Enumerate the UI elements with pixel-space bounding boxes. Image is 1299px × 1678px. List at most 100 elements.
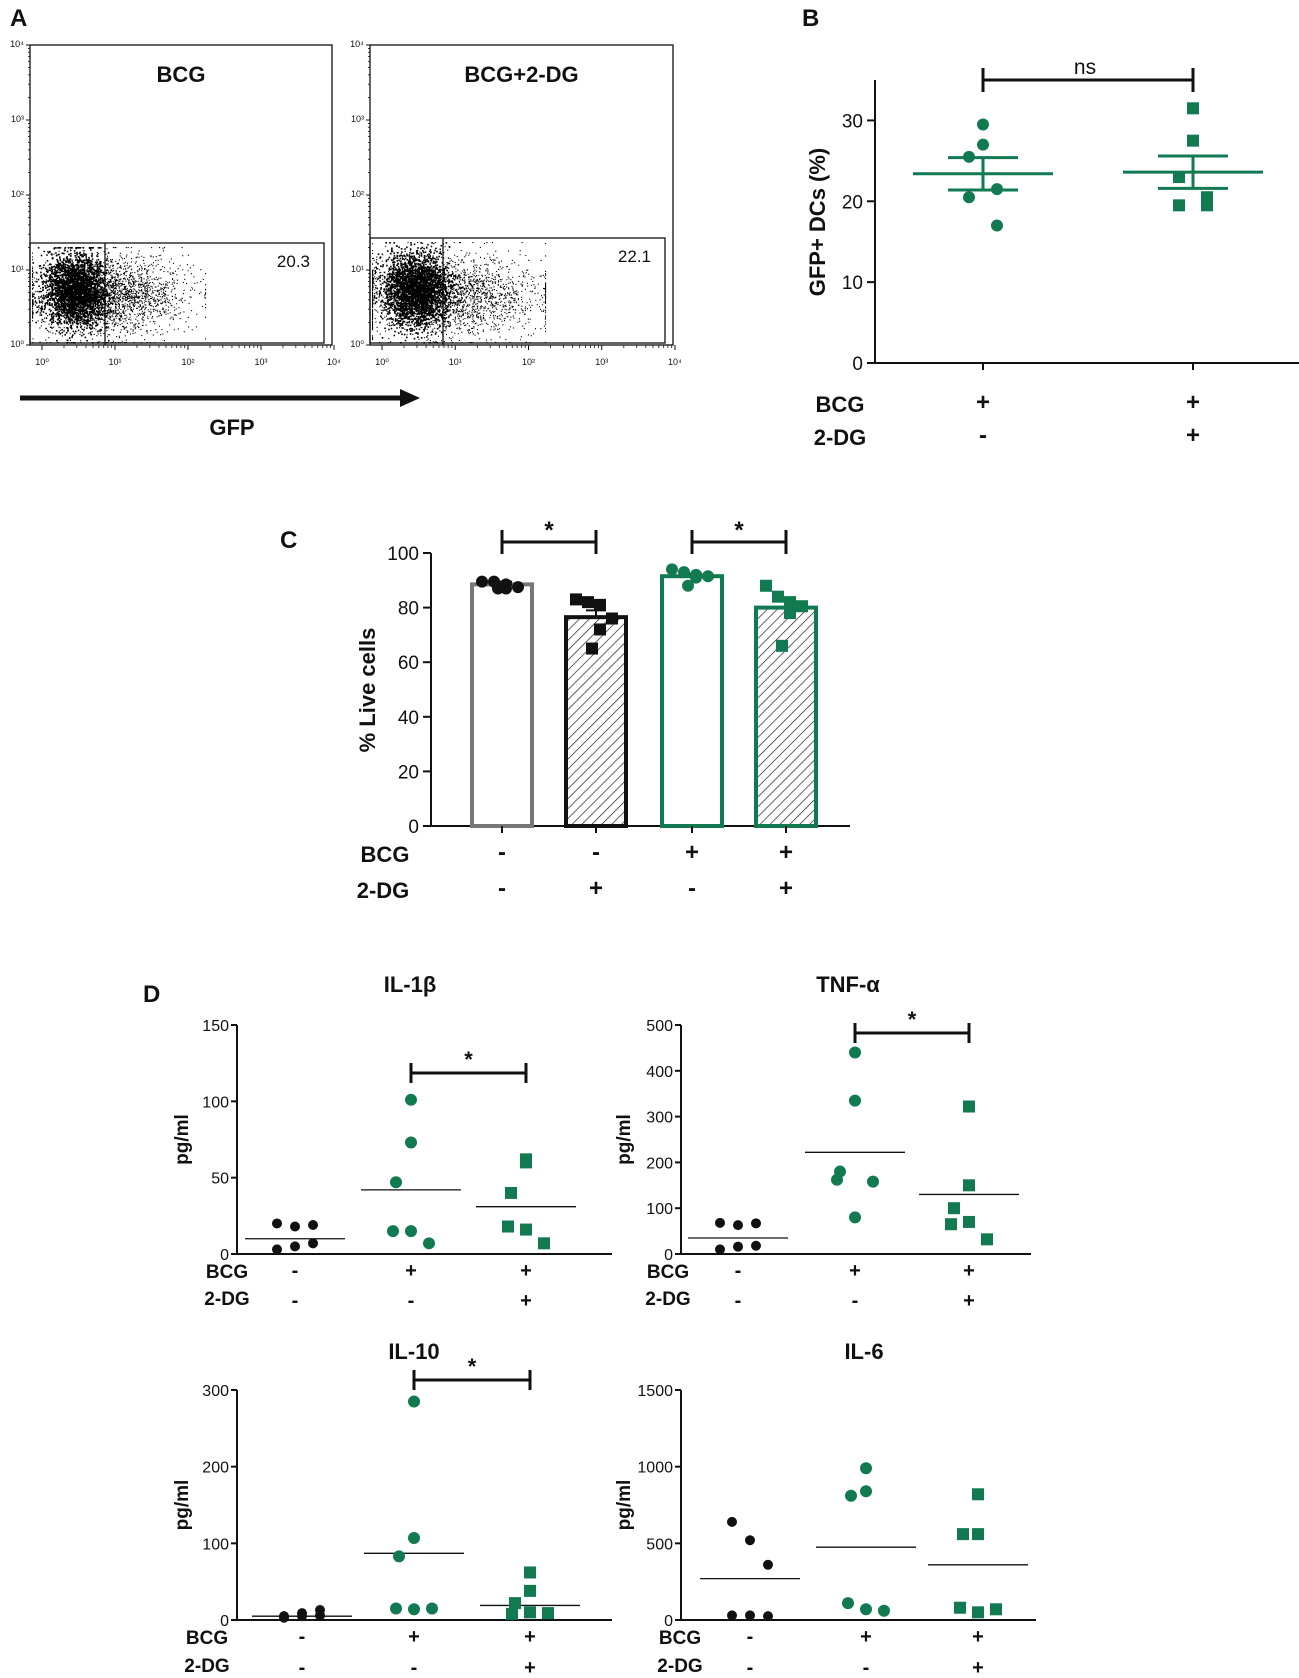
data-point xyxy=(784,607,796,620)
panel-label-c: C xyxy=(280,527,297,554)
dg-sign: - xyxy=(411,1657,418,1678)
bcg-sign: - xyxy=(498,839,506,866)
data-point xyxy=(972,1528,984,1541)
data-point xyxy=(772,590,784,603)
y-tick-label: 100 xyxy=(202,1536,229,1553)
data-point xyxy=(745,1535,755,1546)
sig-label: * xyxy=(544,517,554,544)
data-point xyxy=(760,579,772,592)
flow-y-tick-label: 10¹ xyxy=(351,264,364,274)
data-point xyxy=(290,1221,300,1232)
data-point xyxy=(520,1153,532,1166)
row-label-dg: 2-DG xyxy=(657,1656,702,1677)
data-point xyxy=(763,1559,773,1570)
cytokine-title: IL-1β xyxy=(384,972,437,997)
cytokine-title: TNF-α xyxy=(816,972,880,997)
dg-sign: - xyxy=(979,422,987,449)
bcg-sign: + xyxy=(972,1626,984,1648)
bcg-sign: + xyxy=(408,1626,420,1648)
data-point xyxy=(520,1223,532,1236)
data-point xyxy=(849,1046,861,1059)
y-tick-label: 100 xyxy=(202,1094,229,1111)
flow-dots xyxy=(31,247,207,344)
dg-sign: + xyxy=(972,1657,984,1678)
data-point xyxy=(963,1100,975,1113)
data-point xyxy=(315,1605,325,1616)
y-tick-label: 1500 xyxy=(637,1383,673,1400)
data-point xyxy=(405,1136,417,1149)
data-point xyxy=(570,593,582,606)
data-point xyxy=(512,581,524,594)
bar xyxy=(470,582,534,829)
data-point xyxy=(390,1176,402,1189)
data-point xyxy=(972,1606,984,1619)
bcg-sign: + xyxy=(976,389,990,416)
dg-sign: + xyxy=(1186,422,1200,449)
gfp-axis-label: GFP xyxy=(209,415,254,440)
y-tick-label: 1000 xyxy=(637,1460,673,1477)
dg-sign: - xyxy=(863,1657,870,1678)
data-point xyxy=(538,1237,550,1250)
bcg-sign: - xyxy=(592,839,600,866)
data-point xyxy=(606,612,618,625)
flow-x-tick-label: 10⁴ xyxy=(327,357,341,367)
y-tick-label: 50 xyxy=(211,1171,229,1188)
dg-sign: - xyxy=(852,1290,859,1312)
flow-dot-cloud xyxy=(372,242,547,344)
flow-y-tick-label: 10¹ xyxy=(11,264,24,274)
y-tick-label: 10 xyxy=(842,273,863,294)
y-tick-label: 200 xyxy=(646,1155,673,1172)
y-tick-label: 40 xyxy=(398,708,419,729)
y-tick-label: 300 xyxy=(202,1383,229,1400)
data-point xyxy=(990,1603,1002,1616)
data-point xyxy=(476,575,488,588)
bcg-sign: + xyxy=(963,1260,975,1282)
flow-plot-title: BCG xyxy=(157,62,206,87)
data-point xyxy=(1187,102,1199,115)
data-point xyxy=(405,1093,417,1106)
data-point xyxy=(408,1395,420,1408)
data-point xyxy=(1173,199,1185,212)
dg-sign: + xyxy=(589,875,603,902)
data-point xyxy=(991,219,1003,232)
row-label-dg: 2-DG xyxy=(357,878,410,903)
y-tick-label: 150 xyxy=(202,1018,229,1035)
flow-y-tick-label: 10³ xyxy=(351,114,364,124)
flow-x-tick-label: 10² xyxy=(181,357,194,367)
panel-label-b: B xyxy=(802,5,819,32)
data-point xyxy=(842,1597,854,1610)
row-label-bcg: BCG xyxy=(186,1628,228,1649)
data-point xyxy=(387,1225,399,1238)
bar xyxy=(660,574,724,829)
data-point xyxy=(272,1244,282,1255)
sig-label: ns xyxy=(1074,56,1096,79)
dg-sign: + xyxy=(524,1657,536,1678)
data-point xyxy=(954,1601,966,1614)
dg-sign: - xyxy=(292,1290,299,1312)
y-tick-label: 100 xyxy=(646,1201,673,1218)
data-point xyxy=(393,1550,405,1563)
data-point xyxy=(727,1610,737,1621)
data-point xyxy=(849,1094,861,1107)
flow-x-tick-label: 10¹ xyxy=(449,357,462,367)
bcg-sign: - xyxy=(292,1260,299,1282)
row-label-bcg: BCG xyxy=(206,1262,248,1283)
data-point xyxy=(991,183,1003,196)
bcg-sign: - xyxy=(747,1626,754,1648)
gate-percent: 20.3 xyxy=(277,252,310,271)
row-label-dg: 2-DG xyxy=(814,425,867,450)
flow-y-tick-label: 10⁴ xyxy=(10,39,24,49)
data-point xyxy=(878,1604,890,1617)
data-point xyxy=(1201,199,1213,212)
data-point xyxy=(279,1611,289,1622)
data-point xyxy=(945,1218,957,1231)
data-point xyxy=(509,1597,521,1610)
data-point xyxy=(594,623,606,636)
flow-x-tick-label: 10³ xyxy=(254,357,267,367)
data-point xyxy=(297,1611,307,1622)
bcg-sign: + xyxy=(524,1626,536,1648)
gate-box xyxy=(369,237,666,344)
gfp-arrow-head xyxy=(400,389,420,407)
dg-sign: - xyxy=(735,1290,742,1312)
y-tick-label: 0 xyxy=(852,354,863,375)
